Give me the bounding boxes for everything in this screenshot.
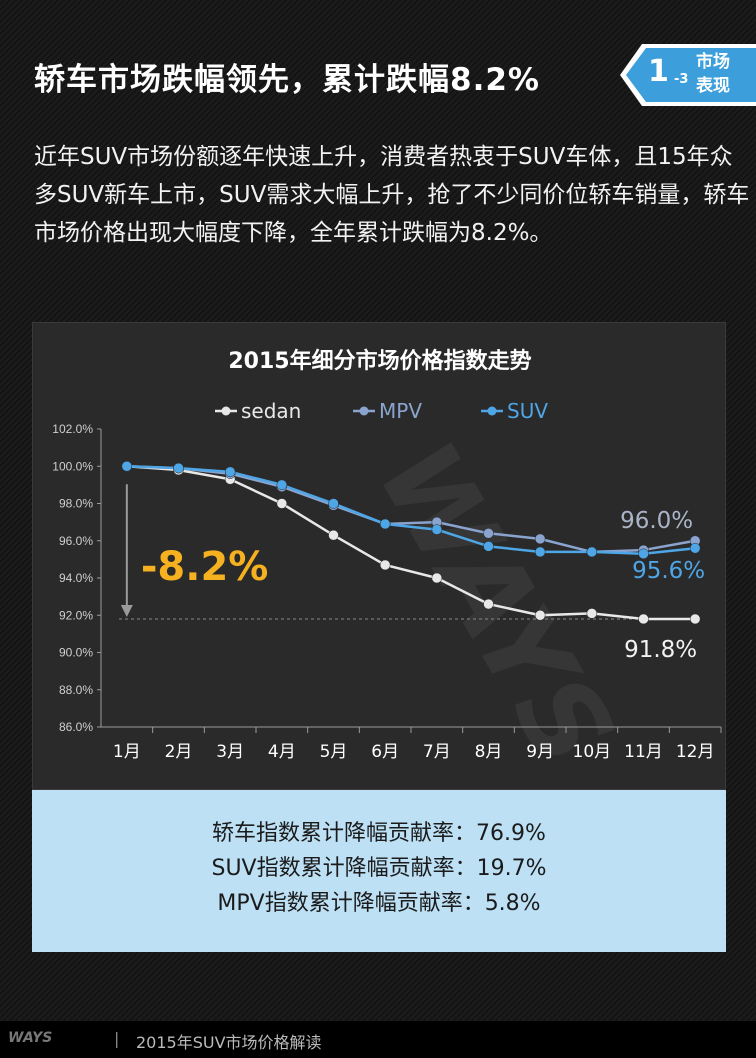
end-label-suv: 95.6% [632,558,705,584]
badge-label-line1: 市场 [696,52,730,72]
series-line-suv [126,465,696,556]
page-title: 轿车市场跌幅领先，累计跌幅8.2% [34,62,540,98]
summary-mpv-contribution: MPV指数累计降幅贡献率：5.8% [217,891,541,916]
data-point-suv [379,518,391,530]
data-point-sedan [276,498,288,509]
x-tick-label: 8月 [475,742,503,762]
end-label-mpv: 96.0% [620,508,693,534]
badge-subnumber: -3 [674,72,689,87]
data-point-suv [586,546,598,558]
data-point-sedan [689,613,701,625]
footer-separator: | [114,1029,120,1048]
chart-title: 2015年细分市场价格指数走势 [228,348,531,374]
x-tick-label: 1月 [113,742,141,762]
y-tick-label: 92.0% [59,608,93,622]
y-tick-label: 90.0% [59,646,93,660]
price-index-chart: WAYS 2015年细分市场价格指数走势 sedan MPV SUV 86.0% 88.0%… [52,348,722,787]
data-point-sedan [328,529,339,541]
data-point-sedan [483,598,494,610]
x-tick-label: 11月 [624,742,663,762]
legend-label-mpv: MPV [379,399,422,423]
badge-label-line2: 表现 [696,76,730,96]
y-tick-label: 102.0% [52,422,93,436]
data-point-sedan [638,613,649,625]
footer-text: 2015年SUV市场价格解读 [136,1033,322,1052]
section-badge: 1 -3 市场 表现 [620,44,756,106]
data-point-sedan [379,559,391,571]
footer-bar: WAYS | 2015年SUV市场价格解读 [0,1021,756,1058]
summary-sedan-contribution: 轿车指数累计降幅贡献率：76.9% [212,821,546,846]
legend-marker-suv [487,406,497,416]
data-point-suv [689,542,701,554]
legend-marker-sedan [221,406,231,416]
chart-watermark: WAYS [353,421,638,787]
x-tick-label: 12月 [676,742,715,762]
legend-marker-mpv [359,406,369,416]
data-point-suv [483,541,494,552]
data-point-suv [121,461,133,472]
data-point-suv [638,548,649,560]
data-point-sedan [431,572,443,584]
y-tick-label: 86.0% [59,720,93,734]
end-label-sedan: 91.8% [624,637,697,663]
data-point-suv [328,498,339,509]
data-point-suv [534,546,546,558]
legend-label-suv: SUV [507,399,548,423]
chart-panel: WAYS 2015年细分市场价格指数走势 sedan MPV SUV 86.0% 88.0%… [32,322,726,790]
x-tick-label: 3月 [216,742,244,762]
data-point-sedan [534,610,546,621]
x-tick-label: 10月 [573,742,612,762]
x-tick-label: 9月 [526,742,554,762]
y-tick-label: 96.0% [59,534,93,548]
series-line-sedan [126,465,696,621]
x-tick-label: 5月 [320,742,348,762]
summary-box: 轿车指数累计降幅贡献率：76.9% SUV指数累计降幅贡献率：19.7% MPV… [32,790,726,952]
x-tick-label: 6月 [371,742,399,762]
data-point-suv [431,524,443,535]
intro-paragraph: 近年SUV市场份额逐年快速上升，消费者热衷于SUV车体，且15年众多SUV新车上… [34,144,750,246]
decline-arrow-head [120,604,133,617]
y-tick-label: 88.0% [59,683,93,697]
x-tick-label: 4月 [268,742,296,762]
y-tick-label: 98.0% [59,497,93,511]
footer-logo: WAYS [8,1030,53,1046]
data-point-sedan [586,608,598,619]
data-point-suv [276,479,288,491]
data-point-mpv [483,528,494,539]
data-point-mpv [534,533,546,545]
y-tick-label: 100.0% [52,459,93,473]
x-tick-label: 2月 [165,742,193,762]
y-tick-label: 94.0% [59,571,93,585]
legend-label-sedan: sedan [241,399,301,423]
summary-suv-contribution: SUV指数累计降幅贡献率：19.7% [211,856,547,881]
decline-annotation: -8.2% [141,544,269,590]
data-point-suv [224,466,236,478]
badge-arrow-shape [620,44,756,106]
data-point-suv [173,462,184,474]
badge-number: 1 [648,54,669,89]
x-tick-label: 7月 [423,742,451,762]
